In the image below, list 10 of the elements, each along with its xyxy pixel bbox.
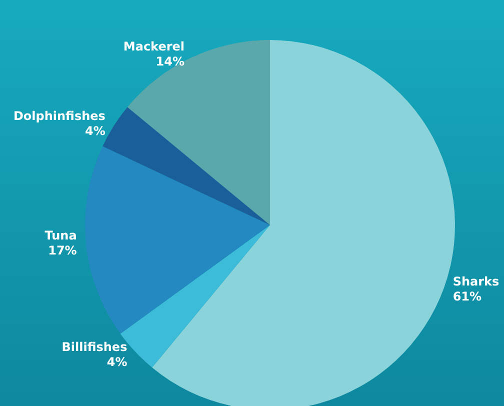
data-label: 4% bbox=[85, 124, 106, 138]
data-label: 61% bbox=[452, 290, 482, 304]
slice-label: Tuna bbox=[44, 228, 77, 242]
slice-label: Billifishes bbox=[62, 340, 128, 354]
slice-label: Dolphinfishes bbox=[13, 109, 106, 124]
slice-label: Mackerel bbox=[123, 39, 185, 54]
data-label: 4% bbox=[106, 354, 128, 369]
slice-label: Sharks bbox=[452, 274, 500, 289]
data-label: 14% bbox=[156, 54, 185, 68]
data-label: 17% bbox=[48, 243, 77, 258]
